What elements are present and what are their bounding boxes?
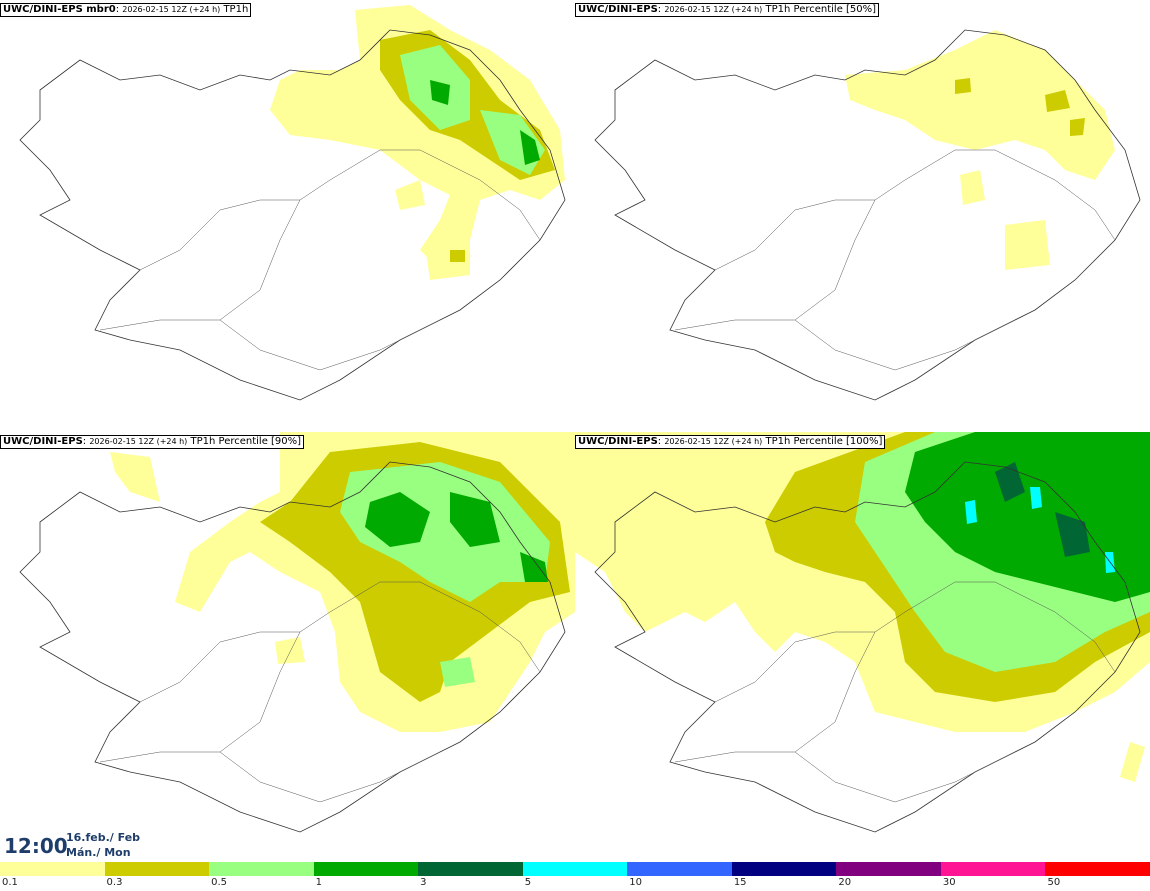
valid-time-box: 12:00 16.feb./ Feb Mán./ Mon (0, 826, 140, 862)
legend-swatch (731, 862, 837, 876)
iceland-coastline (19, 461, 566, 833)
valid-weekday: Mán./ Mon (66, 846, 131, 859)
legend-swatch (940, 862, 1046, 876)
precip-field (845, 30, 1115, 270)
legend-swatch (627, 862, 732, 876)
legend-label: 0.1 (2, 877, 18, 888)
panel-title: UWC/DINI-EPS: 2026-02-15 12Z (+24 h) TP1… (575, 435, 886, 449)
panel-title: UWC/DINI-EPS: 2026-02-15 12Z (+24 h) TP1… (575, 3, 880, 17)
legend-swatch (313, 862, 419, 876)
legend-swatch (522, 862, 628, 876)
legend-label: 30 (942, 877, 956, 888)
legend-label: 0.5 (211, 877, 227, 888)
legend-label: 3 (420, 877, 427, 888)
precip-map (19, 432, 575, 833)
legend-label: 15 (733, 877, 747, 888)
precip-map (19, 5, 566, 401)
legend-swatch (0, 862, 105, 876)
map-panel-percentile-100: UWC/DINI-EPS: 2026-02-15 12Z (+24 h) TP1… (575, 432, 1150, 862)
legend-label: 5 (524, 877, 532, 888)
precip-map (594, 29, 1141, 401)
legend-swatch (1045, 862, 1150, 876)
precip-color-legend (0, 862, 1150, 876)
legend-labels: 0.1 0.3 0.5 1 3 5 10 15 20 30 50 (0, 876, 1150, 890)
map-panel-percentile-50: UWC/DINI-EPS: 2026-02-15 12Z (+24 h) TP1… (575, 0, 1150, 430)
legend-label: 0.3 (106, 877, 123, 888)
legend-swatch (104, 862, 210, 876)
legend-label: 50 (1047, 877, 1061, 888)
panel-title: UWC/DINI-EPS mbr0: 2026-02-15 12Z (+24 h… (0, 3, 252, 17)
precip-map (575, 432, 1150, 833)
valid-time-clock: 12:00 (4, 834, 68, 858)
legend-swatch (209, 862, 314, 876)
iceland-coastline (594, 29, 1141, 401)
legend-label: 10 (629, 877, 642, 888)
legend-label: 1 (315, 877, 322, 888)
valid-date: 16.feb./ Feb (66, 831, 141, 844)
legend-swatch (836, 862, 941, 876)
legend-label: 20 (838, 877, 852, 888)
map-panel-member0: UWC/DINI-EPS mbr0: 2026-02-15 12Z (+24 h… (0, 0, 575, 430)
panel-title: UWC/DINI-EPS: 2026-02-15 12Z (+24 h) TP1… (0, 435, 305, 449)
iceland-coastline (19, 29, 566, 401)
iceland-coastline (594, 461, 1141, 833)
precip-field (110, 432, 575, 732)
precip-field (575, 432, 1150, 782)
map-panel-percentile-90: UWC/DINI-EPS: 2026-02-15 12Z (+24 h) TP1… (0, 432, 575, 862)
legend-swatch (418, 862, 523, 876)
precip-field (270, 5, 565, 280)
